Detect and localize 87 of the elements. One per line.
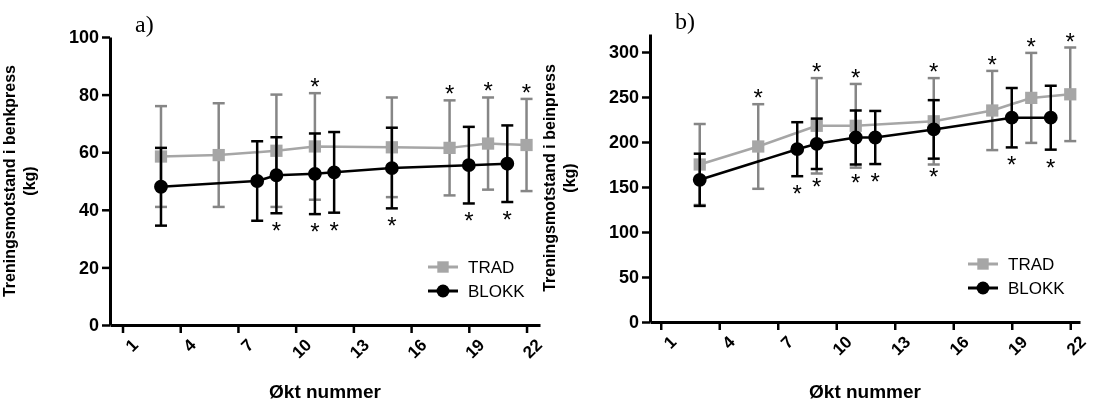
- point: [212, 148, 225, 162]
- x-tick-label: 22: [519, 335, 547, 363]
- y-tick-label: 100: [608, 222, 639, 243]
- legend-label: BLOKK: [468, 281, 526, 301]
- annotation: *: [753, 84, 763, 112]
- y-tick-label: 50: [618, 267, 639, 288]
- y-tick-label: 200: [608, 132, 639, 153]
- y-tick-label: 0: [628, 312, 639, 333]
- point: [1043, 110, 1058, 125]
- y-tick-label: 250: [608, 87, 639, 108]
- annotation: *: [870, 168, 880, 196]
- annotation: *: [271, 217, 282, 245]
- x-tick-label: 16: [945, 332, 973, 360]
- annotation: *: [851, 63, 861, 91]
- chart-title: b): [675, 8, 695, 34]
- annotation: *: [812, 58, 822, 86]
- point: [520, 138, 533, 152]
- y-tick-label: 150: [608, 177, 639, 198]
- point: [384, 161, 399, 175]
- point: [500, 156, 515, 171]
- y-tick-label: 40: [78, 200, 99, 221]
- x-tick-label: 22: [1062, 332, 1090, 360]
- point: [481, 137, 495, 150]
- y-tick-label: 0: [88, 315, 99, 336]
- annotation: *: [929, 58, 939, 86]
- point: [692, 172, 707, 187]
- annotation: *: [1046, 153, 1056, 181]
- point: [250, 174, 265, 188]
- y-tick-label: 300: [608, 42, 639, 63]
- point: [790, 142, 805, 157]
- y-tick-label: 60: [78, 142, 99, 163]
- y-axis-title: Treningsmotstand i benkpress (kg): [1, 64, 39, 298]
- x-tick-label: 7: [237, 335, 258, 356]
- x-axis-title: Økt nummer: [809, 381, 922, 402]
- annotation: *: [444, 80, 455, 108]
- annotation: *: [502, 206, 512, 234]
- annotation: *: [483, 77, 493, 105]
- point: [443, 141, 456, 154]
- x-tick-label: 13: [887, 332, 915, 360]
- annotation: *: [310, 218, 320, 246]
- point: [154, 179, 168, 194]
- x-tick-label: 4: [179, 335, 201, 356]
- point: [461, 158, 476, 173]
- chart-title: a): [135, 11, 154, 37]
- point: [752, 140, 765, 153]
- y-tick-label: 100: [68, 27, 99, 48]
- x-tick-label: 1: [660, 332, 681, 353]
- annotation: *: [929, 162, 939, 190]
- legend-label: TRAD: [1008, 254, 1055, 274]
- annotation: *: [987, 50, 997, 78]
- x-tick-label: 10: [288, 335, 316, 363]
- annotation: *: [792, 180, 802, 208]
- point: [269, 168, 284, 183]
- y-tick-label: 20: [78, 257, 99, 278]
- point: [1064, 88, 1077, 101]
- x-tick-label: 10: [828, 332, 856, 360]
- y-axis-title: Treningsmotstand i beinpress (kg): [541, 64, 579, 292]
- annotation: *: [521, 78, 532, 106]
- annotation: *: [1026, 32, 1036, 60]
- point: [327, 165, 342, 180]
- annotation: *: [387, 212, 397, 240]
- point: [848, 130, 863, 145]
- x-tick-label: 13: [346, 335, 373, 363]
- point: [1004, 110, 1019, 125]
- x-tick-label: 7: [777, 332, 798, 353]
- x-axis-title: Økt nummer: [269, 381, 382, 402]
- point: [307, 166, 322, 181]
- point: [868, 130, 883, 145]
- x-tick-label: 19: [1004, 332, 1032, 360]
- point: [986, 104, 999, 117]
- x-tick-label: 4: [718, 332, 740, 353]
- x-tick-label: 16: [403, 335, 431, 363]
- annotation: *: [812, 173, 822, 200]
- x-tick-label: 19: [461, 335, 489, 363]
- point: [1025, 91, 1038, 105]
- annotation: *: [329, 216, 339, 244]
- annotation: *: [464, 207, 474, 235]
- annotation: *: [1007, 151, 1017, 179]
- legend-label: TRAD: [468, 257, 515, 277]
- point: [809, 136, 824, 151]
- legend-label: BLOKK: [1008, 278, 1066, 298]
- x-tick-label: 1: [121, 335, 143, 356]
- annotation: *: [310, 73, 320, 101]
- annotation: *: [851, 168, 861, 196]
- point: [926, 122, 941, 137]
- y-tick-label: 80: [78, 84, 99, 105]
- annotation: *: [1065, 27, 1075, 55]
